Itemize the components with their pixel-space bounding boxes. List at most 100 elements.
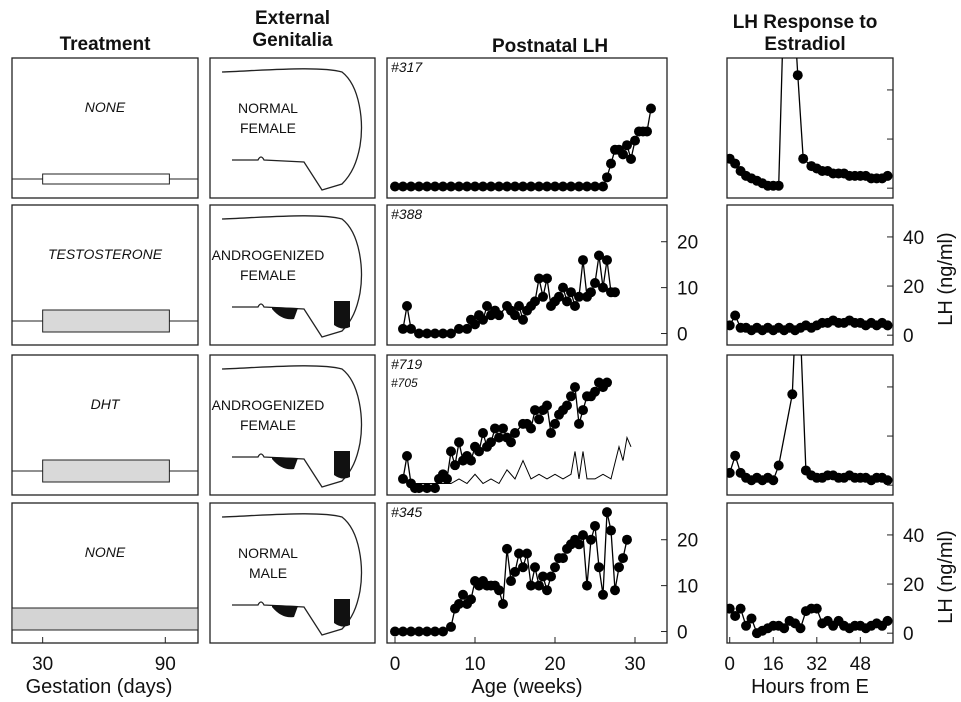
genitalia-label: ANDROGENIZED: [212, 247, 325, 263]
data-point: [502, 181, 512, 192]
data-point: [526, 423, 536, 434]
data-point: [642, 126, 652, 137]
data-point: [773, 180, 784, 191]
data-point: [542, 273, 552, 284]
data-point: [626, 153, 636, 164]
data-point: [574, 291, 584, 302]
treatment-bar: [42, 459, 170, 483]
x-tick-label: 30: [32, 654, 53, 675]
data-point: [622, 534, 632, 545]
data-point: [534, 414, 544, 425]
plot-panel: [726, 57, 894, 199]
genitalia-panel: [209, 57, 376, 199]
data-point: [534, 273, 544, 284]
data-point: [406, 323, 416, 334]
data-point: [414, 328, 424, 339]
treatment-bar: [11, 607, 199, 631]
data-point: [442, 473, 452, 484]
y-tick-label: 0: [903, 326, 914, 347]
data-point: [793, 259, 803, 269]
data-point: [398, 181, 408, 192]
data-point: [566, 287, 576, 298]
treatment-bar: [42, 309, 170, 333]
data-point: [618, 149, 628, 160]
data-point: [882, 170, 893, 181]
data-point: [882, 615, 893, 626]
y-axis-label: LH (ng/ml): [935, 232, 957, 325]
data-point: [598, 181, 608, 192]
data-point: [446, 446, 456, 457]
series-line: [411, 435, 632, 485]
x-tick-label: 0: [724, 654, 735, 675]
x-tick-label: 10: [464, 654, 485, 675]
data-point: [630, 135, 640, 146]
data-point: [446, 328, 456, 339]
x-tick-label: 90: [155, 654, 176, 675]
data-point: [414, 626, 424, 637]
data-point: [430, 328, 440, 339]
treatment-panel: [11, 57, 199, 199]
data-point: [594, 562, 604, 573]
data-point: [474, 446, 484, 457]
x-tick-label: 20: [544, 654, 565, 675]
y-tick-label: 20: [677, 531, 698, 552]
data-point: [594, 250, 604, 261]
data-point: [462, 323, 472, 334]
data-point: [494, 432, 504, 443]
data-point: [646, 103, 656, 114]
data-point: [534, 580, 544, 591]
treatment-label: NONE: [85, 99, 126, 115]
data-point: [562, 296, 572, 307]
data-point: [542, 400, 552, 411]
animal-id: #388: [391, 206, 422, 222]
data-point: [562, 400, 572, 411]
genitalia-panel: [209, 502, 376, 644]
data-point: [602, 507, 612, 518]
data-point: [578, 530, 588, 541]
data-point: [454, 181, 464, 192]
x-tick-label: 48: [850, 654, 871, 675]
y-tick-label: 20: [903, 277, 924, 298]
data-point: [430, 483, 440, 494]
plot-area: [398, 250, 620, 339]
data-point: [430, 626, 440, 637]
data-point: [446, 181, 456, 192]
data-point: [546, 428, 556, 439]
plot-area: [727, 603, 893, 639]
treatment-label: NONE: [85, 544, 126, 560]
data-point: [618, 553, 628, 564]
data-point: [526, 181, 536, 192]
data-point: [787, 389, 798, 400]
data-point: [490, 423, 500, 434]
data-point: [470, 181, 480, 192]
data-point: [746, 613, 757, 624]
genitalia-drawing: [272, 301, 350, 329]
data-point: [570, 382, 580, 393]
data-point: [550, 418, 560, 429]
data-point: [727, 320, 735, 331]
treatment-panel: [11, 204, 199, 346]
data-point: [518, 314, 528, 325]
data-point: [598, 282, 608, 293]
data-point: [590, 520, 600, 531]
x-tick-label: 32: [806, 654, 827, 675]
data-point: [514, 548, 524, 559]
data-point: [727, 467, 735, 478]
data-point: [598, 589, 608, 600]
treatment-label: DHT: [91, 396, 121, 412]
data-point: [502, 543, 512, 554]
data-point: [530, 405, 540, 416]
data-point: [486, 437, 496, 448]
data-point: [602, 377, 612, 388]
data-point: [466, 455, 476, 466]
data-point: [470, 319, 480, 330]
data-point: [582, 181, 592, 192]
data-point: [606, 158, 616, 169]
y-tick-label: 0: [903, 624, 914, 645]
data-point: [558, 181, 568, 192]
plot-area: [727, 310, 893, 336]
plot-panel: [726, 502, 894, 644]
data-point: [574, 418, 584, 429]
genitalia-label: FEMALE: [240, 267, 296, 283]
